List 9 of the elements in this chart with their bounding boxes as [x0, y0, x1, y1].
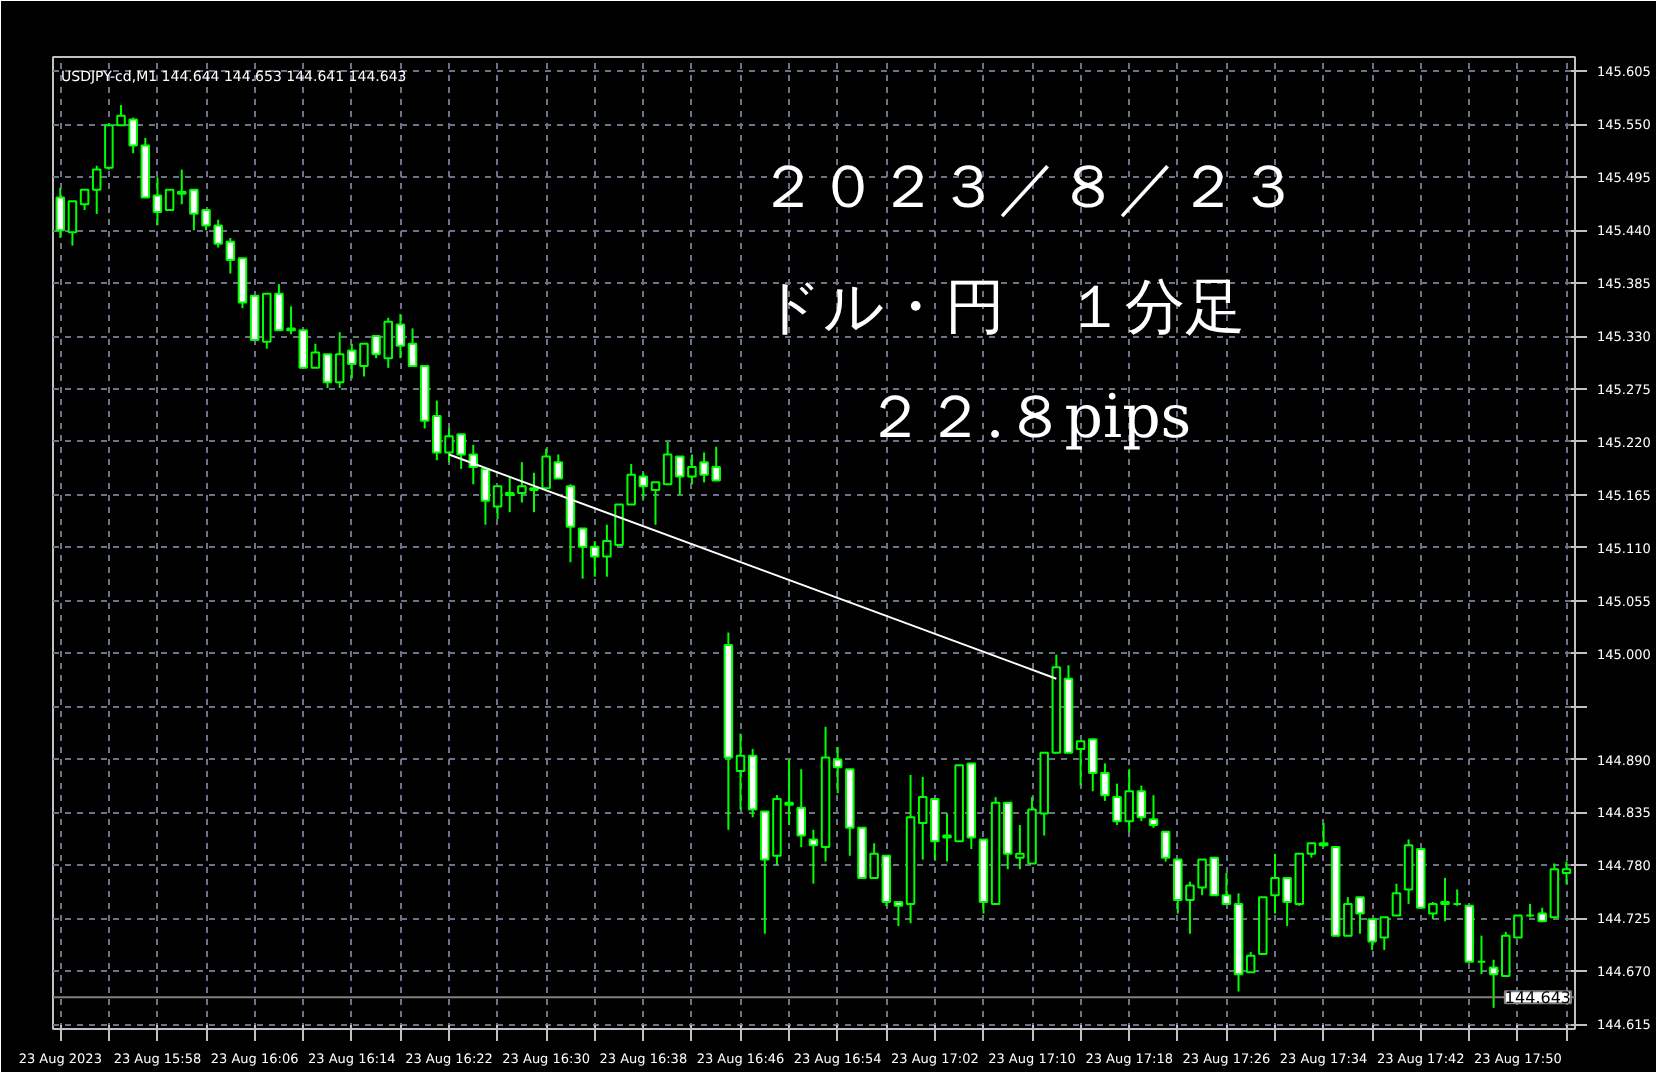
candlestick	[1148, 794, 1159, 829]
ref-line-label: 144.643	[1504, 989, 1572, 1008]
candlestick	[1160, 830, 1171, 863]
candlestick	[1391, 882, 1402, 917]
annotation: ２０２３／８／２３	[758, 152, 1299, 223]
candlestick	[565, 483, 576, 564]
annotation: ２２.８pips	[865, 382, 1192, 453]
annotation: ドル・円 １分足	[760, 273, 1245, 344]
candlestick	[796, 768, 807, 849]
